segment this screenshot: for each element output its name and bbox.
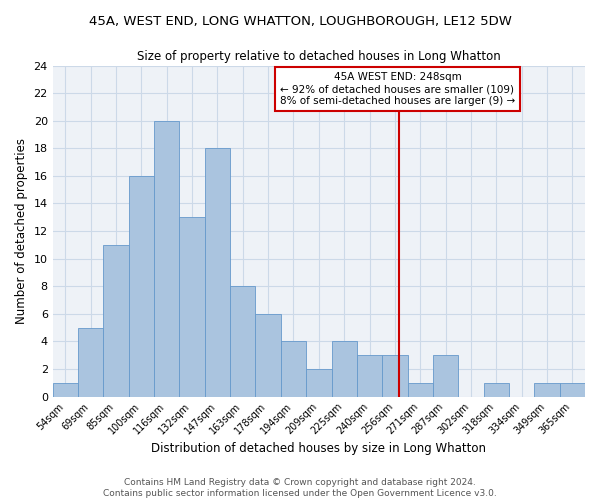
Bar xyxy=(560,383,585,396)
Bar xyxy=(154,120,179,396)
Bar xyxy=(535,383,560,396)
Bar xyxy=(78,328,103,396)
Bar xyxy=(129,176,154,396)
Bar xyxy=(382,355,407,397)
Bar xyxy=(407,383,433,396)
Bar xyxy=(230,286,256,397)
Text: Contains HM Land Registry data © Crown copyright and database right 2024.
Contai: Contains HM Land Registry data © Crown c… xyxy=(103,478,497,498)
Title: Size of property relative to detached houses in Long Whatton: Size of property relative to detached ho… xyxy=(137,50,501,63)
Bar xyxy=(256,314,281,396)
Bar xyxy=(103,245,129,396)
Bar xyxy=(53,383,78,396)
Bar xyxy=(433,355,458,397)
Bar xyxy=(281,342,306,396)
Bar xyxy=(179,218,205,396)
Y-axis label: Number of detached properties: Number of detached properties xyxy=(15,138,28,324)
Bar xyxy=(306,369,332,396)
Text: 45A, WEST END, LONG WHATTON, LOUGHBOROUGH, LE12 5DW: 45A, WEST END, LONG WHATTON, LOUGHBOROUG… xyxy=(89,15,511,28)
X-axis label: Distribution of detached houses by size in Long Whatton: Distribution of detached houses by size … xyxy=(151,442,487,455)
Bar xyxy=(205,148,230,396)
Text: 45A WEST END: 248sqm
← 92% of detached houses are smaller (109)
8% of semi-detac: 45A WEST END: 248sqm ← 92% of detached h… xyxy=(280,72,515,106)
Bar xyxy=(484,383,509,396)
Bar xyxy=(357,355,382,397)
Bar xyxy=(332,342,357,396)
